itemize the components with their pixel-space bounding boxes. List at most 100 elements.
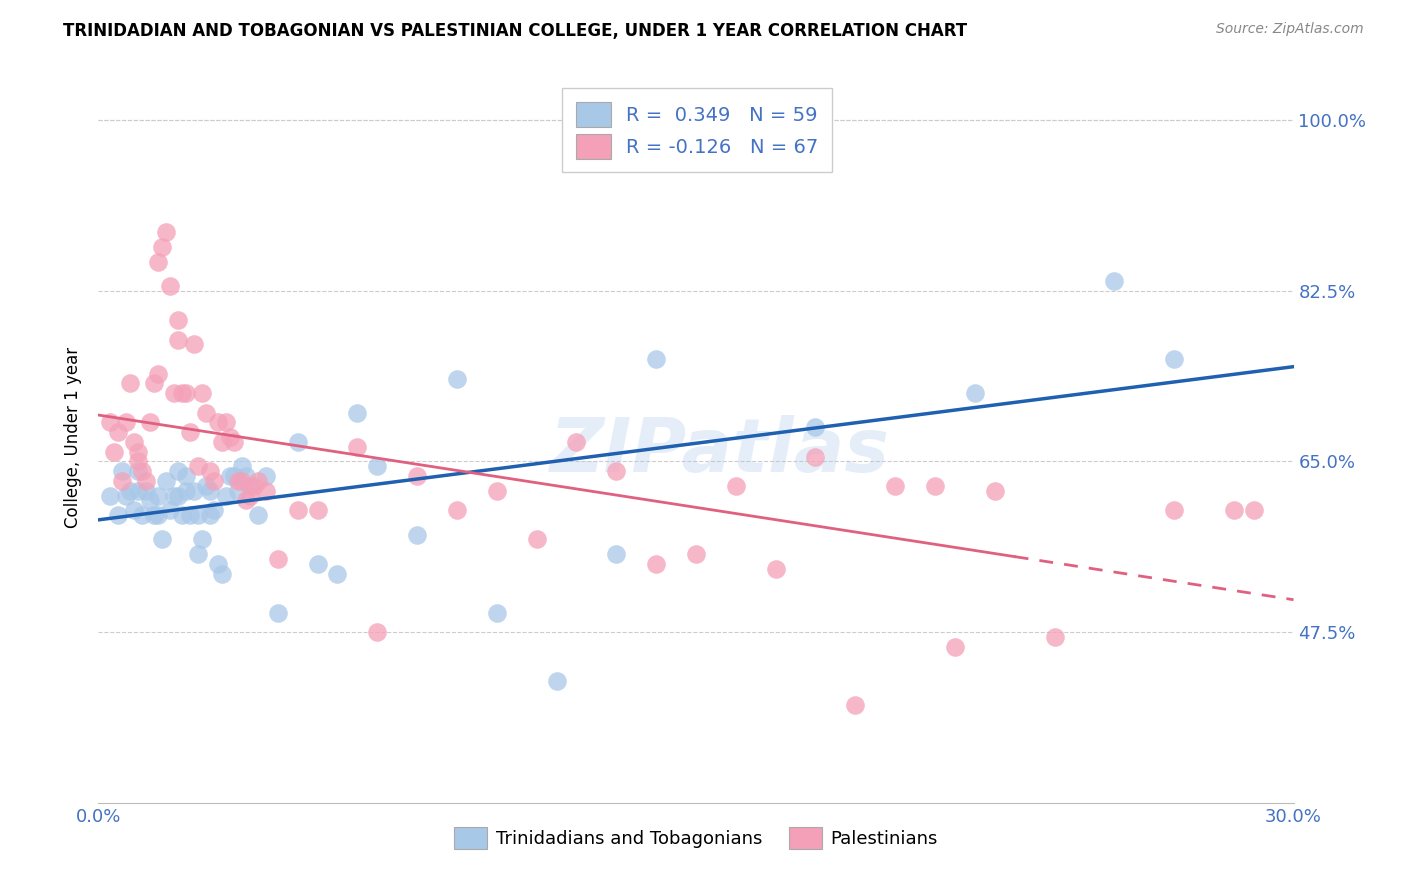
Point <box>287 434 309 449</box>
Point <box>884 479 907 493</box>
Point <box>172 508 194 522</box>
Point <box>724 479 747 493</box>
Point <box>254 469 277 483</box>
Point <box>143 508 166 522</box>
Point <box>183 337 205 351</box>
Point <box>765 562 787 576</box>
Point <box>135 483 157 498</box>
Text: Source: ZipAtlas.com: Source: ZipAtlas.com <box>1216 22 1364 37</box>
Point <box>406 527 429 541</box>
Point <box>195 479 218 493</box>
Point <box>148 367 170 381</box>
Point <box>235 493 257 508</box>
Point <box>1163 503 1185 517</box>
Point <box>139 416 162 430</box>
Point <box>1223 503 1246 517</box>
Point <box>222 469 245 483</box>
Point <box>211 566 233 581</box>
Point <box>239 489 262 503</box>
Point <box>172 386 194 401</box>
Point <box>139 493 162 508</box>
Point <box>167 464 190 478</box>
Y-axis label: College, Under 1 year: College, Under 1 year <box>65 346 83 528</box>
Point <box>645 557 668 571</box>
Point <box>231 459 253 474</box>
Point <box>148 508 170 522</box>
Point <box>187 459 209 474</box>
Point <box>239 479 262 493</box>
Point <box>207 557 229 571</box>
Point <box>148 489 170 503</box>
Point <box>685 547 707 561</box>
Point <box>211 434 233 449</box>
Point <box>124 503 146 517</box>
Point <box>159 503 181 517</box>
Point <box>195 406 218 420</box>
Point <box>167 489 190 503</box>
Point <box>127 444 149 458</box>
Point <box>107 508 129 522</box>
Point <box>187 547 209 561</box>
Point <box>198 483 221 498</box>
Point <box>1104 274 1126 288</box>
Point <box>202 503 225 517</box>
Point <box>219 430 242 444</box>
Point <box>155 225 177 239</box>
Point <box>346 406 368 420</box>
Point <box>226 474 249 488</box>
Point <box>307 503 329 517</box>
Point <box>366 625 388 640</box>
Point <box>565 434 588 449</box>
Point <box>963 386 986 401</box>
Text: TRINIDADIAN AND TOBAGONIAN VS PALESTINIAN COLLEGE, UNDER 1 YEAR CORRELATION CHAR: TRINIDADIAN AND TOBAGONIAN VS PALESTINIA… <box>63 22 967 40</box>
Point <box>163 489 186 503</box>
Point <box>107 425 129 440</box>
Point <box>167 333 190 347</box>
Point <box>485 606 508 620</box>
Point <box>645 352 668 367</box>
Point <box>526 533 548 547</box>
Point <box>246 474 269 488</box>
Point <box>183 483 205 498</box>
Point <box>446 371 468 385</box>
Point <box>202 474 225 488</box>
Point <box>307 557 329 571</box>
Point <box>198 508 221 522</box>
Point <box>155 474 177 488</box>
Point <box>120 483 142 498</box>
Point <box>406 469 429 483</box>
Point <box>163 386 186 401</box>
Point <box>198 464 221 478</box>
Point <box>844 698 866 713</box>
Text: ZIPatlas: ZIPatlas <box>550 415 890 488</box>
Point <box>127 454 149 468</box>
Point <box>167 313 190 327</box>
Point <box>235 469 257 483</box>
Point <box>159 279 181 293</box>
Point <box>111 474 134 488</box>
Point <box>98 489 122 503</box>
Point <box>366 459 388 474</box>
Point <box>254 483 277 498</box>
Point <box>804 420 827 434</box>
Point <box>174 386 197 401</box>
Point <box>1043 630 1066 644</box>
Point <box>1163 352 1185 367</box>
Point <box>924 479 946 493</box>
Point <box>943 640 966 654</box>
Point <box>174 483 197 498</box>
Point <box>191 533 214 547</box>
Point <box>605 464 627 478</box>
Point <box>207 416 229 430</box>
Point <box>103 444 125 458</box>
Point <box>287 503 309 517</box>
Point <box>267 606 290 620</box>
Point <box>215 489 238 503</box>
Point <box>115 416 138 430</box>
Point <box>222 434 245 449</box>
Point <box>1243 503 1265 517</box>
Point <box>148 254 170 268</box>
Point <box>115 489 138 503</box>
Point <box>131 464 153 478</box>
Point <box>546 673 568 688</box>
